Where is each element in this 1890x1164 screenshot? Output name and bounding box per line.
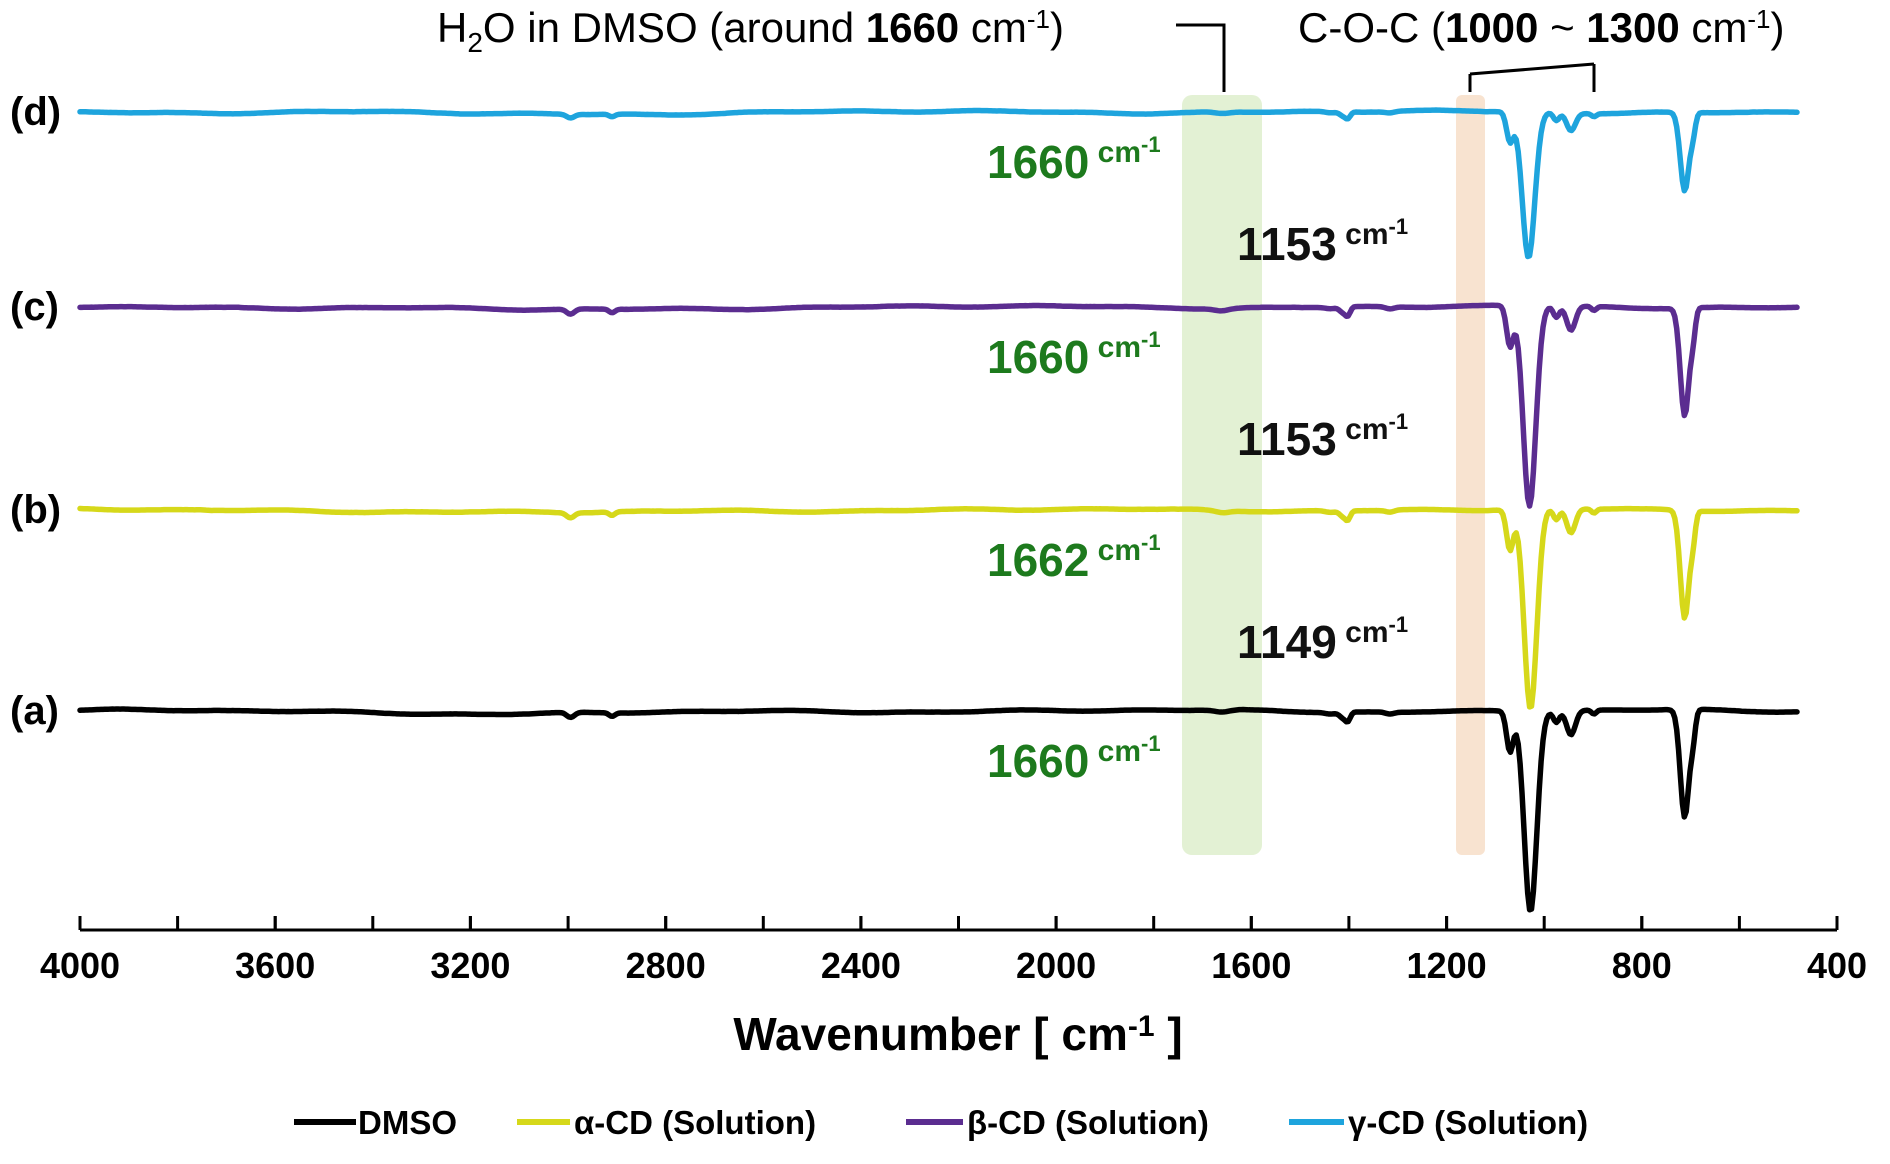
svg-text:4000: 4000 <box>40 945 120 986</box>
svg-text:β-CD (Solution): β-CD (Solution) <box>967 1104 1209 1141</box>
svg-text:Wavenumber [ cm-1 ]: Wavenumber [ cm-1 ] <box>733 1008 1182 1060</box>
svg-text:(c): (c) <box>10 285 59 329</box>
svg-text:2400: 2400 <box>821 945 901 986</box>
svg-text:1600: 1600 <box>1211 945 1291 986</box>
svg-text:800: 800 <box>1612 945 1672 986</box>
svg-text:C-O-C (1000 ~ 1300 cm-1): C-O-C (1000 ~ 1300 cm-1) <box>1298 4 1785 51</box>
svg-text:3200: 3200 <box>430 945 510 986</box>
svg-text:α-CD (Solution): α-CD (Solution) <box>574 1104 816 1141</box>
svg-text:H2O in DMSO (around 1660 cm-1): H2O in DMSO (around 1660 cm-1) <box>437 4 1064 58</box>
svg-text:2000: 2000 <box>1016 945 1096 986</box>
svg-text:(b): (b) <box>10 488 61 532</box>
svg-text:2800: 2800 <box>626 945 706 986</box>
svg-text:DMSO: DMSO <box>358 1104 457 1141</box>
svg-text:1200: 1200 <box>1407 945 1487 986</box>
svg-text:γ-CD (Solution): γ-CD (Solution) <box>1348 1104 1588 1141</box>
svg-text:400: 400 <box>1807 945 1867 986</box>
svg-text:3600: 3600 <box>235 945 315 986</box>
svg-text:(d): (d) <box>10 90 61 134</box>
svg-text:(a): (a) <box>10 689 59 733</box>
